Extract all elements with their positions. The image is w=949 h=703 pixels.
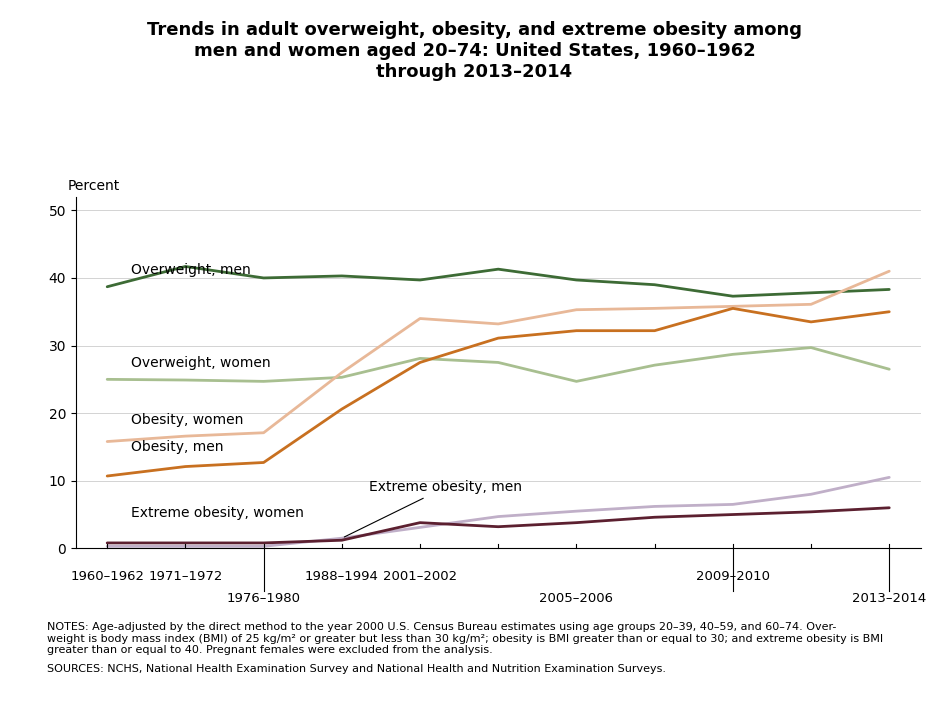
Text: 1976–1980: 1976–1980 bbox=[227, 592, 301, 605]
Text: Extreme obesity, men: Extreme obesity, men bbox=[344, 480, 522, 537]
Text: Obesity, women: Obesity, women bbox=[131, 413, 243, 427]
Text: Overweight, men: Overweight, men bbox=[131, 263, 251, 276]
Text: 2009–2010: 2009–2010 bbox=[696, 570, 770, 583]
Text: Obesity, men: Obesity, men bbox=[131, 439, 223, 453]
Text: 2005–2006: 2005–2006 bbox=[539, 592, 613, 605]
Text: 2001–2002: 2001–2002 bbox=[383, 570, 457, 583]
Text: NOTES: Age-adjusted by the direct method to the year 2000 U.S. Census Bureau est: NOTES: Age-adjusted by the direct method… bbox=[47, 622, 884, 655]
Text: 1971–1972: 1971–1972 bbox=[148, 570, 223, 583]
Text: 2013–2014: 2013–2014 bbox=[852, 592, 926, 605]
Text: Overweight, women: Overweight, women bbox=[131, 356, 270, 370]
Text: Percent: Percent bbox=[68, 179, 121, 193]
Text: Trends in adult overweight, obesity, and extreme obesity among
men and women age: Trends in adult overweight, obesity, and… bbox=[147, 21, 802, 81]
Text: Extreme obesity, women: Extreme obesity, women bbox=[131, 506, 304, 520]
Text: 1960–1962: 1960–1962 bbox=[70, 570, 144, 583]
Text: 1988–1994: 1988–1994 bbox=[305, 570, 379, 583]
Text: SOURCES: NCHS, National Health Examination Survey and National Health and Nutrit: SOURCES: NCHS, National Health Examinati… bbox=[47, 664, 666, 674]
